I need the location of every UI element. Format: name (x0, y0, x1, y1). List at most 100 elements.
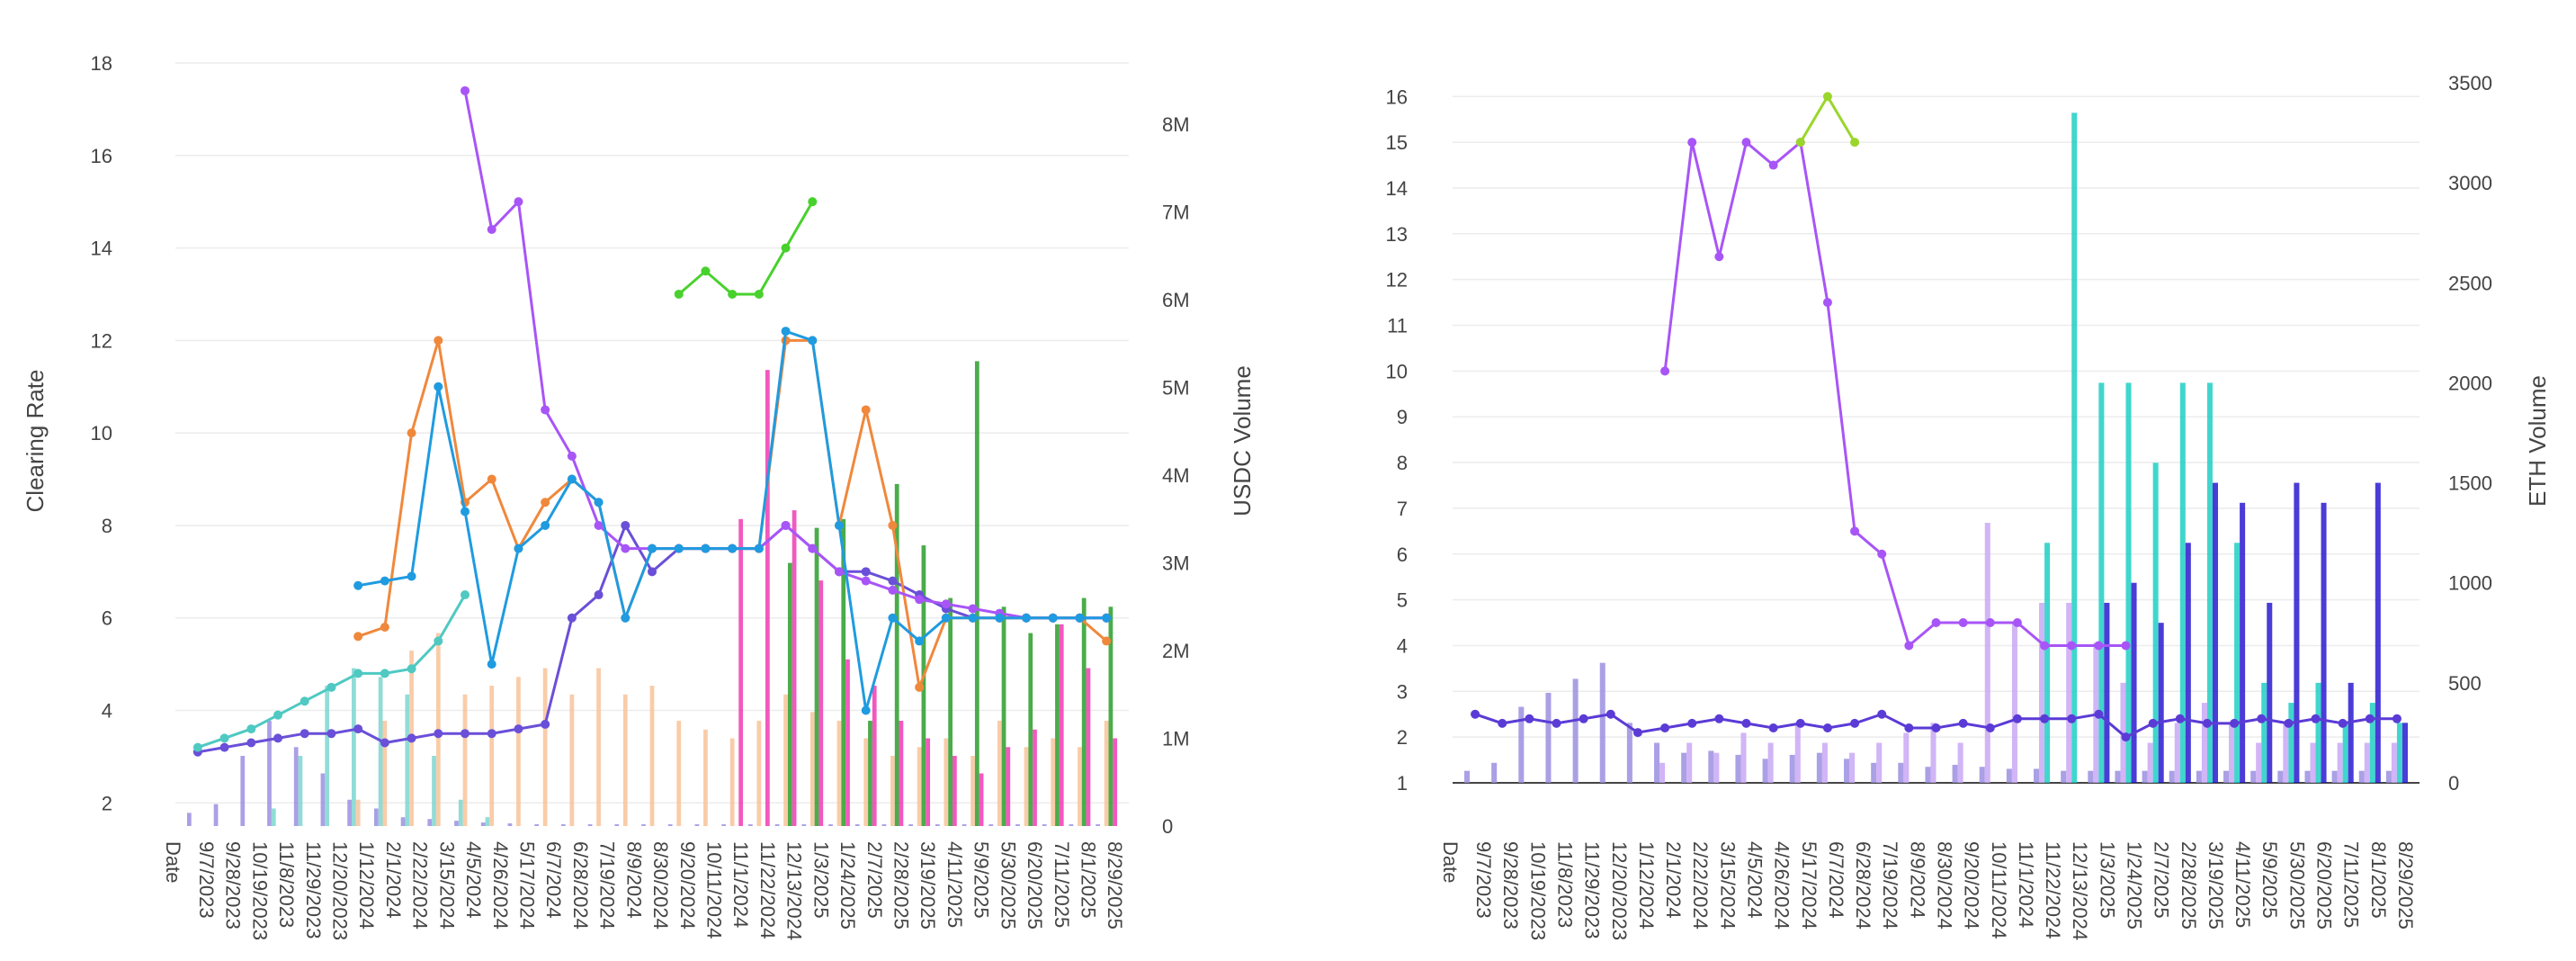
x-tick-label: 11/1/2024 (729, 841, 752, 928)
series-point-eth-rate-purple (1877, 549, 1887, 559)
volume-bar (1069, 824, 1074, 826)
series-point-rate-indigo (380, 738, 389, 748)
x-tick-label: 7/11/2025 (2340, 841, 2363, 928)
series-point-rate-blue (621, 613, 631, 623)
series-point-rate-orange (487, 474, 496, 484)
series-point-rate-purple (567, 451, 577, 461)
volume-bar (542, 668, 548, 826)
right-chart-volume-bars (1464, 112, 2408, 784)
series-point-rate-blue (968, 613, 978, 623)
volume-bar (783, 694, 788, 826)
series-point-rate-indigo (621, 520, 631, 530)
series-point-rate-blue (888, 613, 898, 623)
y2-tick-label: 3500 (2448, 72, 2492, 94)
volume-bar (1654, 742, 1660, 783)
series-point-eth-rate-purple (1931, 618, 1941, 628)
y2-tick-label: 1500 (2448, 472, 2492, 495)
series-point-eth-rate-lime (1795, 138, 1805, 148)
volume-bar (729, 738, 735, 826)
volume-bar (569, 694, 575, 826)
volume-bar (649, 686, 655, 826)
series-point-rate-blue (434, 382, 443, 391)
series-point-rate-orange (407, 428, 416, 438)
series-point-eth-rate-indigo (1877, 709, 1887, 719)
series-point-rate-purple (541, 405, 550, 415)
series-point-rate-orange (353, 632, 363, 642)
series-point-eth-rate-indigo (2148, 718, 2158, 728)
x-tick-label: 11/8/2023 (1553, 841, 1576, 928)
volume-bar (2310, 742, 2316, 783)
volume-bar (2147, 742, 2153, 783)
series-point-rate-teal (461, 590, 470, 600)
series-point-rate-purple (835, 567, 844, 577)
volume-bar (970, 756, 975, 826)
volume-bar (213, 804, 219, 826)
y-tick-label: 12 (1386, 269, 1408, 292)
x-tick-label: 1/24/2025 (2123, 841, 2145, 930)
volume-bar (1464, 770, 1471, 783)
volume-bar (458, 799, 463, 826)
volume-bar (1572, 678, 1579, 783)
volume-bar (2402, 723, 2408, 783)
x-tick-label: 8/9/2024 (622, 841, 645, 919)
x-tick-label: 5/9/2025 (970, 841, 993, 919)
volume-bar (2098, 382, 2105, 783)
y-tick-label: 5 (1397, 589, 1408, 612)
series-point-rate-orange (915, 682, 925, 692)
x-tick-label: 4/5/2024 (1743, 841, 1766, 919)
volume-bar (2294, 482, 2300, 783)
y-tick-label: 8 (102, 515, 112, 537)
volume-bar (2206, 382, 2213, 783)
x-tick-label: 2/28/2025 (890, 841, 912, 930)
volume-bar (809, 712, 815, 826)
x-tick-label: 7/19/2024 (1879, 841, 1901, 930)
series-point-rate-orange (434, 336, 443, 346)
volume-bar (2283, 723, 2289, 783)
y-tick-label: 10 (1386, 360, 1408, 382)
series-point-rate-blue (728, 543, 738, 553)
volume-bar (1626, 723, 1632, 783)
volume-bar (908, 824, 914, 826)
x-tick-label: 2/22/2024 (409, 841, 432, 930)
x-tick-label: 12/20/2023 (328, 841, 351, 940)
volume-bar (378, 677, 383, 826)
series-point-eth-rate-indigo (1795, 718, 1805, 728)
left-chart-y2-ticks: 0 1M 2M 3M 4M 5M 6M 7M 8M (1162, 113, 1190, 838)
y-tick-label: 9 (1397, 406, 1408, 428)
series-point-eth-rate-indigo (2175, 714, 2185, 723)
left-chart-x-ticks: Date 9/7/2023 9/28/2023 10/19/2023 11/8/2023… (162, 841, 1126, 940)
volume-bar (2044, 543, 2051, 783)
volume-bar (2348, 682, 2354, 783)
volume-bar (1081, 597, 1087, 826)
series-point-rate-blue (915, 636, 925, 646)
series-point-rate-purple (861, 576, 871, 586)
volume-bar (1957, 742, 1963, 783)
series-point-rate-purple (915, 595, 925, 605)
series-point-rate-indigo (434, 729, 443, 739)
y2-tick-label: 2000 (2448, 372, 2492, 394)
series-point-rate-purple (888, 585, 898, 595)
x-tick-label-date: Date (1439, 841, 1462, 883)
y-tick-label: 14 (1386, 177, 1408, 200)
volume-bar (1051, 738, 1056, 826)
series-point-eth-rate-indigo (2392, 714, 2402, 723)
volume-bar (1518, 706, 1525, 783)
series-point-rate-indigo (246, 738, 256, 748)
series-point-eth-rate-indigo (2311, 714, 2321, 723)
y-tick-label: 6 (102, 607, 112, 630)
series-point-eth-rate-indigo (1904, 723, 1914, 732)
series-point-rate-teal (273, 710, 282, 720)
volume-bar (2034, 768, 2040, 783)
volume-bar (2120, 682, 2126, 783)
volume-bar (186, 813, 192, 826)
y2-tick-label: 0 (2448, 772, 2459, 795)
volume-bar (2240, 502, 2246, 783)
x-tick-label: 8/1/2025 (2367, 841, 2390, 919)
right-chart-gridlines (1453, 95, 2419, 784)
volume-bar (641, 824, 646, 826)
series-point-rate-purple (968, 604, 978, 614)
series-point-eth-rate-indigo (1579, 714, 1588, 723)
volume-bar (2006, 768, 2012, 783)
volume-bar (1767, 742, 1774, 783)
